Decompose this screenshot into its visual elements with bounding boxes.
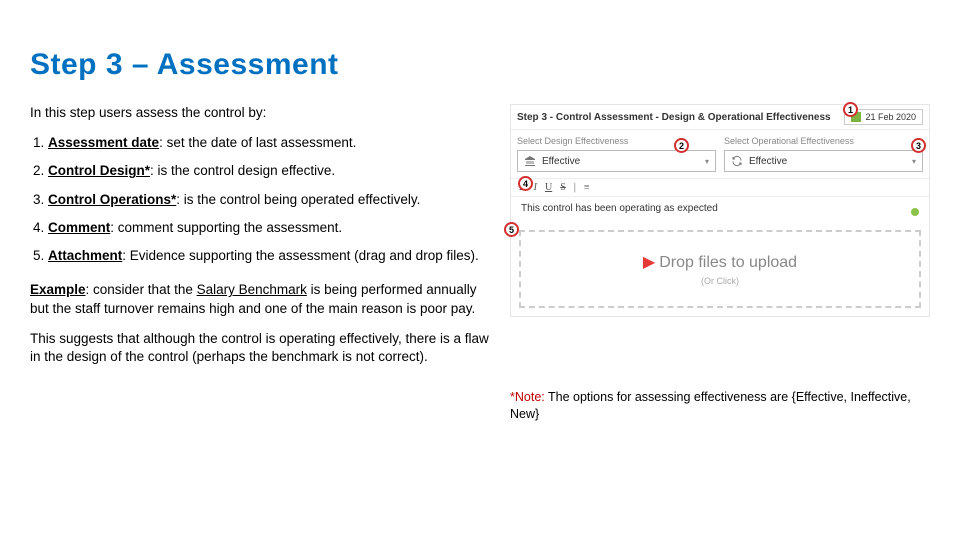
align-button[interactable]: ≡ bbox=[584, 182, 590, 193]
screenshot-mock: Step 3 - Control Assessment - Design & O… bbox=[510, 104, 930, 317]
comment-toolbar: B I U S | ≡ bbox=[511, 178, 929, 197]
step-4: Comment: comment supporting the assessme… bbox=[48, 219, 492, 237]
underline-button[interactable]: U bbox=[545, 182, 552, 193]
design-value: Effective bbox=[542, 156, 580, 167]
chevron-down-icon: ▾ bbox=[912, 157, 916, 166]
step-2-label: Control Design* bbox=[48, 163, 150, 178]
two-columns: In this step users assess the control by… bbox=[30, 104, 930, 423]
attachment-dropzone[interactable]: ▶Drop files to upload (Or Click) bbox=[519, 230, 921, 308]
example-body1: : consider that the bbox=[86, 282, 197, 297]
italic-button[interactable]: I bbox=[534, 182, 537, 193]
step-1: Assessment date: set the date of last as… bbox=[48, 134, 492, 152]
step-1-label: Assessment date bbox=[48, 135, 159, 150]
comment-text: This control has been operating as expec… bbox=[521, 203, 718, 214]
refresh-icon bbox=[731, 155, 743, 167]
step-3: Control Operations*: is the control bein… bbox=[48, 191, 492, 209]
status-dot-icon bbox=[911, 208, 919, 216]
effectiveness-row: Select Design Effectiveness Effective ▾ … bbox=[511, 130, 929, 178]
shot-title: Step 3 - Control Assessment - Design & O… bbox=[517, 112, 831, 123]
dropzone-main: ▶Drop files to upload bbox=[643, 252, 797, 272]
ops-value: Effective bbox=[749, 156, 787, 167]
right-column: Step 3 - Control Assessment - Design & O… bbox=[510, 104, 930, 423]
ops-effectiveness-col: Select Operational Effectiveness Effecti… bbox=[724, 136, 923, 172]
marker-3: 3 bbox=[911, 138, 926, 153]
step-3-desc: : is the control being operated effectiv… bbox=[176, 192, 420, 207]
marker-4: 4 bbox=[518, 176, 533, 191]
shot-header: Step 3 - Control Assessment - Design & O… bbox=[511, 105, 929, 130]
step-3-label: Control Operations* bbox=[48, 192, 176, 207]
step-5: Attachment: Evidence supporting the asse… bbox=[48, 247, 492, 265]
example-underlined: Salary Benchmark bbox=[197, 282, 307, 297]
example-lead: Example bbox=[30, 282, 86, 297]
marker-5: 5 bbox=[504, 222, 519, 237]
step-2: Control Design*: is the control design e… bbox=[48, 162, 492, 180]
intro-text: In this step users assess the control by… bbox=[30, 104, 492, 122]
design-effectiveness-select[interactable]: Effective ▾ bbox=[517, 150, 716, 172]
note-star: *Note: bbox=[510, 390, 545, 404]
ops-effectiveness-select[interactable]: Effective ▾ bbox=[724, 150, 923, 172]
step-5-label: Attachment bbox=[48, 248, 122, 263]
assessment-date-value: 21 Feb 2020 bbox=[865, 112, 916, 122]
step-4-label: Comment bbox=[48, 220, 110, 235]
example-para-2: This suggests that although the control … bbox=[30, 330, 492, 366]
step-4-desc: : comment supporting the assessment. bbox=[110, 220, 342, 235]
strike-button[interactable]: S bbox=[560, 182, 566, 193]
drop-suffix: to upload bbox=[727, 254, 797, 271]
page-title: Step 3 – Assessment bbox=[30, 48, 930, 82]
step-2-desc: : is the control design effective. bbox=[150, 163, 335, 178]
note-text: The options for assessing effectiveness … bbox=[510, 390, 911, 421]
play-arrow-icon: ▶ bbox=[643, 254, 655, 271]
comment-textarea[interactable]: This control has been operating as expec… bbox=[511, 197, 929, 222]
step-1-desc: : set the date of last assessment. bbox=[159, 135, 356, 150]
slide: Step 3 – Assessment In this step users a… bbox=[0, 0, 960, 540]
chevron-down-icon: ▾ bbox=[705, 157, 709, 166]
dropzone-sub: (Or Click) bbox=[701, 276, 739, 286]
example-para-1: Example: consider that the Salary Benchm… bbox=[30, 281, 492, 317]
marker-2: 2 bbox=[674, 138, 689, 153]
footnote: *Note: The options for assessing effecti… bbox=[510, 389, 930, 423]
step-5-desc: : Evidence supporting the assessment (dr… bbox=[122, 248, 478, 263]
toolbar-sep: | bbox=[574, 182, 576, 193]
ops-label: Select Operational Effectiveness bbox=[724, 136, 923, 146]
steps-list: Assessment date: set the date of last as… bbox=[30, 134, 492, 265]
left-column: In this step users assess the control by… bbox=[30, 104, 492, 423]
bank-icon bbox=[524, 155, 536, 167]
marker-1: 1 bbox=[843, 102, 858, 117]
drop-main: Drop files bbox=[659, 254, 727, 271]
